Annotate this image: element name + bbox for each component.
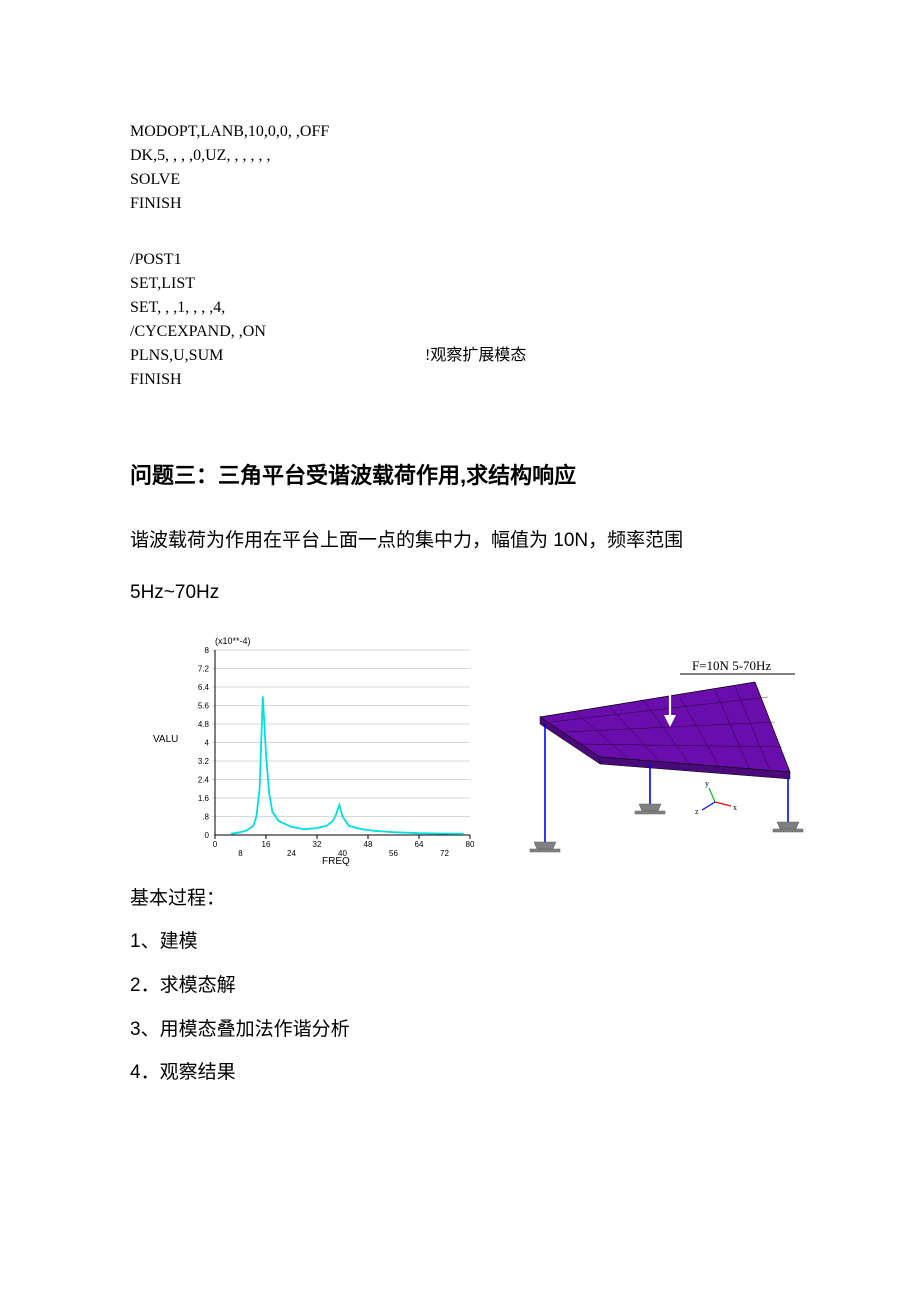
code-line: SOLVE (130, 168, 805, 192)
process-step: 1、建模 (130, 920, 805, 964)
code-line: /CYCEXPAND, ,ON (130, 320, 805, 344)
triangle-platform-model: F=10N 5-70Hz (520, 652, 810, 857)
code-line: /POST1 (130, 248, 805, 272)
code-line: FINISH (130, 192, 805, 216)
code-line: SET,LIST (130, 272, 805, 296)
svg-text:y: y (705, 779, 709, 788)
code-block-2: /POST1 SET,LIST SET, , ,1, , , ,4, /CYCE… (130, 248, 805, 392)
description-line-2: 5Hz~70Hz (130, 572, 805, 614)
coord-triad-icon: x y z (695, 779, 737, 816)
svg-text:4.8: 4.8 (198, 720, 210, 729)
code-line: DK,5, , , ,0,UZ, , , , , , (130, 144, 805, 168)
svg-text:2.4: 2.4 (198, 775, 210, 784)
response-chart: (x10**-4) VALU FREQ 0 .8 1.6 2.4 3.2 4 4… (150, 632, 485, 867)
process-title: 基本过程： (130, 877, 805, 921)
code-line: FINISH (130, 368, 805, 392)
svg-text:7.2: 7.2 (198, 664, 210, 673)
svg-text:48: 48 (364, 840, 373, 849)
support-icon (773, 822, 803, 832)
svg-text:0: 0 (205, 831, 210, 840)
svg-text:24: 24 (287, 849, 296, 858)
svg-text:8: 8 (205, 646, 210, 655)
support-icon (530, 842, 560, 852)
svg-text:32: 32 (313, 840, 322, 849)
svg-text:5.6: 5.6 (198, 701, 210, 710)
svg-text:x: x (733, 803, 737, 812)
process-step: 4．观察结果 (130, 1051, 805, 1095)
process-step: 3、用模态叠加法作谐分析 (130, 1008, 805, 1052)
chart-y-label: VALU (153, 734, 178, 745)
svg-text:56: 56 (389, 849, 398, 858)
code-line: MODOPT,LANB,10,0,0, ,OFF (130, 120, 805, 144)
model-annotation: F=10N 5-70Hz (692, 658, 771, 673)
svg-text:6.4: 6.4 (198, 683, 210, 692)
svg-text:72: 72 (440, 849, 449, 858)
code-line: PLNS,U,SUM !观察扩展模态 (130, 344, 805, 368)
figure-row: (x10**-4) VALU FREQ 0 .8 1.6 2.4 3.2 4 4… (150, 632, 805, 867)
svg-text:.8: .8 (202, 812, 209, 821)
chart-exp-label: (x10**-4) (215, 636, 251, 646)
process-list: 基本过程： 1、建模 2．求模态解 3、用模态叠加法作谐分析 4．观察结果 (130, 877, 805, 1095)
svg-text:80: 80 (466, 840, 475, 849)
svg-text:z: z (695, 807, 699, 816)
code-comment: !观察扩展模态 (425, 344, 526, 368)
code-left: PLNS,U,SUM (130, 344, 425, 368)
section-heading: 问题三：三角平台受谐波载荷作用,求结构响应 (130, 458, 805, 490)
platform-face (540, 682, 790, 772)
svg-text:3.2: 3.2 (198, 757, 210, 766)
svg-text:40: 40 (338, 849, 347, 858)
support-icons (530, 804, 803, 852)
support-icon (635, 804, 665, 814)
code-block-1: MODOPT,LANB,10,0,0, ,OFF DK,5, , , ,0,UZ… (130, 120, 805, 216)
svg-text:4: 4 (205, 738, 210, 747)
svg-text:64: 64 (415, 840, 424, 849)
svg-text:0: 0 (213, 840, 218, 849)
svg-text:8: 8 (238, 849, 243, 858)
description-line-1: 谐波载荷为作用在平台上面一点的集中力，幅值为 10N，频率范围 (130, 520, 805, 562)
code-line: SET, , ,1, , , ,4, (130, 296, 805, 320)
process-step: 2．求模态解 (130, 964, 805, 1008)
svg-text:1.6: 1.6 (198, 794, 210, 803)
svg-text:16: 16 (262, 840, 271, 849)
